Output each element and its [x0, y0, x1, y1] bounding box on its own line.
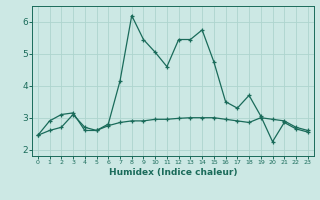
X-axis label: Humidex (Indice chaleur): Humidex (Indice chaleur)	[108, 168, 237, 177]
